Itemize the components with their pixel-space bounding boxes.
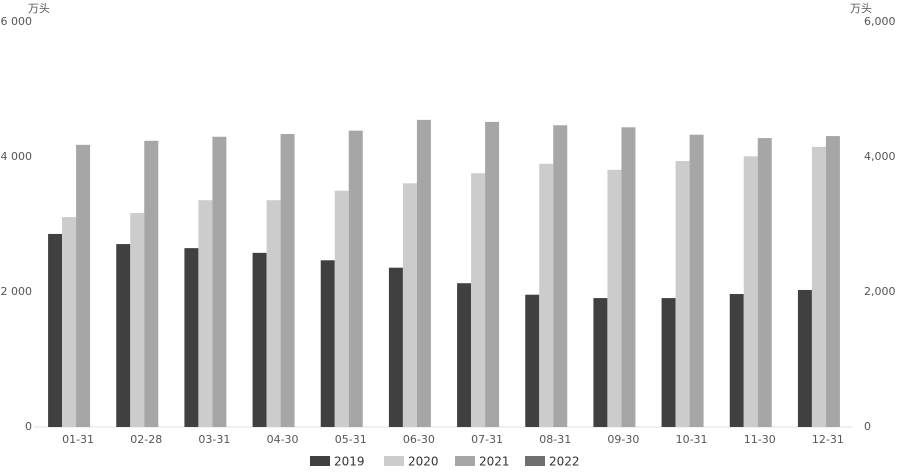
x-tick-label: 02-28 <box>130 433 162 446</box>
bar <box>348 130 363 428</box>
bar <box>457 283 472 427</box>
bar <box>607 169 622 427</box>
y2-tick-label: 6,000 <box>864 15 896 28</box>
y-axis-unit: 万头 <box>28 2 50 15</box>
legend-swatch <box>455 456 475 466</box>
bar <box>689 134 704 427</box>
y2-tick-label: 0 <box>864 420 871 433</box>
bar <box>198 200 213 427</box>
x-tick-label: 12-31 <box>812 433 844 446</box>
y-tick-label: 2 000 <box>1 285 33 298</box>
bar <box>811 146 826 427</box>
legend-label: 2022 <box>549 455 580 469</box>
bar <box>320 260 335 427</box>
x-tick-label: 03-31 <box>198 433 230 446</box>
bar <box>471 173 486 427</box>
x-tick-label: 07-31 <box>471 433 503 446</box>
y2-axis-unit: 万头 <box>850 2 872 15</box>
bar <box>144 140 159 428</box>
x-tick-label: 10-31 <box>676 433 708 446</box>
legend-swatch <box>384 456 404 466</box>
bar <box>252 252 267 427</box>
bar <box>280 134 295 428</box>
bar <box>62 217 77 427</box>
bar <box>76 144 91 427</box>
y-tick-label: 4 000 <box>1 150 33 163</box>
bar <box>402 183 417 427</box>
bar <box>212 136 227 427</box>
bar <box>661 298 676 427</box>
y2-tick-label: 2,000 <box>864 285 896 298</box>
bar <box>539 163 554 427</box>
x-tick-label: 05-31 <box>335 433 367 446</box>
x-tick-label: 11-30 <box>744 433 776 446</box>
y2-tick-label: 4,000 <box>864 150 896 163</box>
bar <box>729 294 744 427</box>
legend-swatch <box>525 456 545 466</box>
bar <box>593 298 608 427</box>
x-tick-label: 06-30 <box>403 433 435 446</box>
bar <box>116 244 131 427</box>
legend-label: 2020 <box>408 455 439 469</box>
bar <box>48 233 63 427</box>
bar <box>621 127 636 428</box>
x-tick-label: 01-31 <box>62 433 94 446</box>
x-tick-label: 04-30 <box>267 433 299 446</box>
y-tick-label: 0 <box>25 420 32 433</box>
bar <box>553 125 568 428</box>
bar <box>416 119 431 427</box>
bar <box>675 161 690 428</box>
bar <box>184 248 199 427</box>
bar <box>743 156 758 427</box>
bar <box>130 213 145 427</box>
bar <box>797 289 812 427</box>
bar <box>757 138 772 427</box>
x-tick-label: 08-31 <box>539 433 571 446</box>
bar <box>266 200 281 427</box>
y-tick-label: 6 000 <box>1 15 33 28</box>
bar <box>525 294 540 427</box>
legend-label: 2021 <box>479 455 510 469</box>
x-tick-label: 09-30 <box>607 433 639 446</box>
bar <box>388 267 403 427</box>
bar <box>334 190 349 427</box>
legend-swatch <box>310 456 330 466</box>
bar <box>825 136 840 427</box>
legend-label: 2019 <box>334 455 365 469</box>
bar <box>485 121 500 428</box>
